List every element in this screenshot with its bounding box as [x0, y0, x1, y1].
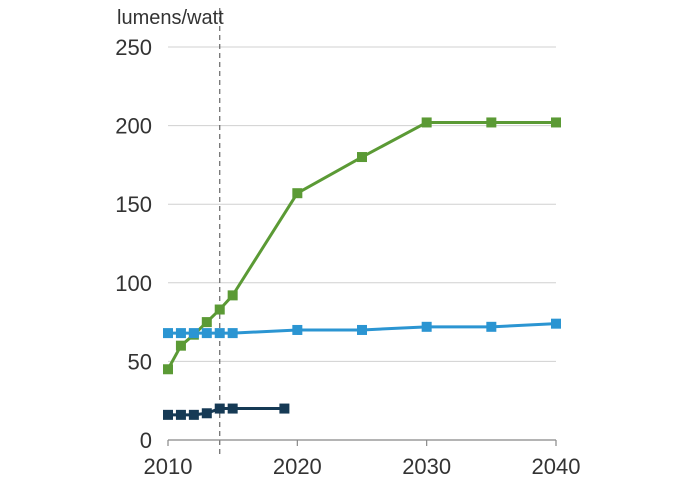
data-point-dark-navy-2015 [227, 403, 238, 414]
y-tick-label-250: 250 [115, 35, 152, 60]
data-point-light-blue-2035 [486, 321, 497, 332]
data-point-light-blue-2010 [163, 328, 173, 339]
data-point-green-2025 [357, 152, 367, 163]
data-point-dark-navy-2013 [201, 408, 212, 419]
data-point-green-2011 [175, 340, 186, 351]
data-point-green-2040 [551, 117, 561, 128]
data-point-light-blue-2025 [357, 324, 367, 335]
x-tick-label-2040: 2040 [532, 454, 581, 479]
y-tick-label-0: 0 [140, 428, 152, 453]
x-tick-label-2030: 2030 [402, 454, 451, 479]
y-tick-label-200: 200 [115, 114, 152, 139]
data-point-green-2030 [421, 117, 432, 128]
y-tick-label-50: 50 [128, 349, 152, 374]
data-point-light-blue-2020 [292, 324, 303, 335]
x-tick-label-2020: 2020 [273, 454, 322, 479]
data-point-dark-navy-2019 [279, 403, 290, 414]
data-point-green-2035 [486, 117, 497, 128]
y-tick-label-100: 100 [115, 271, 152, 296]
data-point-dark-navy-2012 [188, 409, 199, 420]
data-point-dark-navy-2010 [163, 409, 173, 420]
data-point-green-2013 [201, 317, 212, 328]
data-point-light-blue-2013 [201, 328, 212, 339]
data-point-light-blue-2015 [227, 328, 238, 339]
data-point-light-blue-2040 [551, 318, 561, 329]
grid-lines [168, 46, 556, 362]
data-point-light-blue-2030 [421, 321, 432, 332]
data-point-light-blue-2014 [214, 328, 225, 339]
series-group [163, 117, 561, 420]
y-axis-title: lumens/watt [117, 7, 224, 29]
x-tick-label-2010: 2010 [144, 454, 193, 479]
y-tick-label-150: 150 [115, 192, 152, 217]
y-tick-labels: 0 50 100 150 200 250 [115, 35, 152, 453]
x-tick-labels: 2010 2020 2030 2040 [144, 440, 581, 479]
data-point-green-2014 [214, 304, 225, 315]
data-point-dark-navy-2014 [214, 403, 225, 414]
data-point-light-blue-2012 [188, 328, 199, 339]
data-point-dark-navy-2011 [175, 409, 186, 420]
data-point-green-2010 [163, 364, 173, 375]
data-point-light-blue-2011 [175, 328, 186, 339]
data-point-green-2020 [292, 188, 303, 199]
data-point-green-2015 [227, 290, 238, 301]
